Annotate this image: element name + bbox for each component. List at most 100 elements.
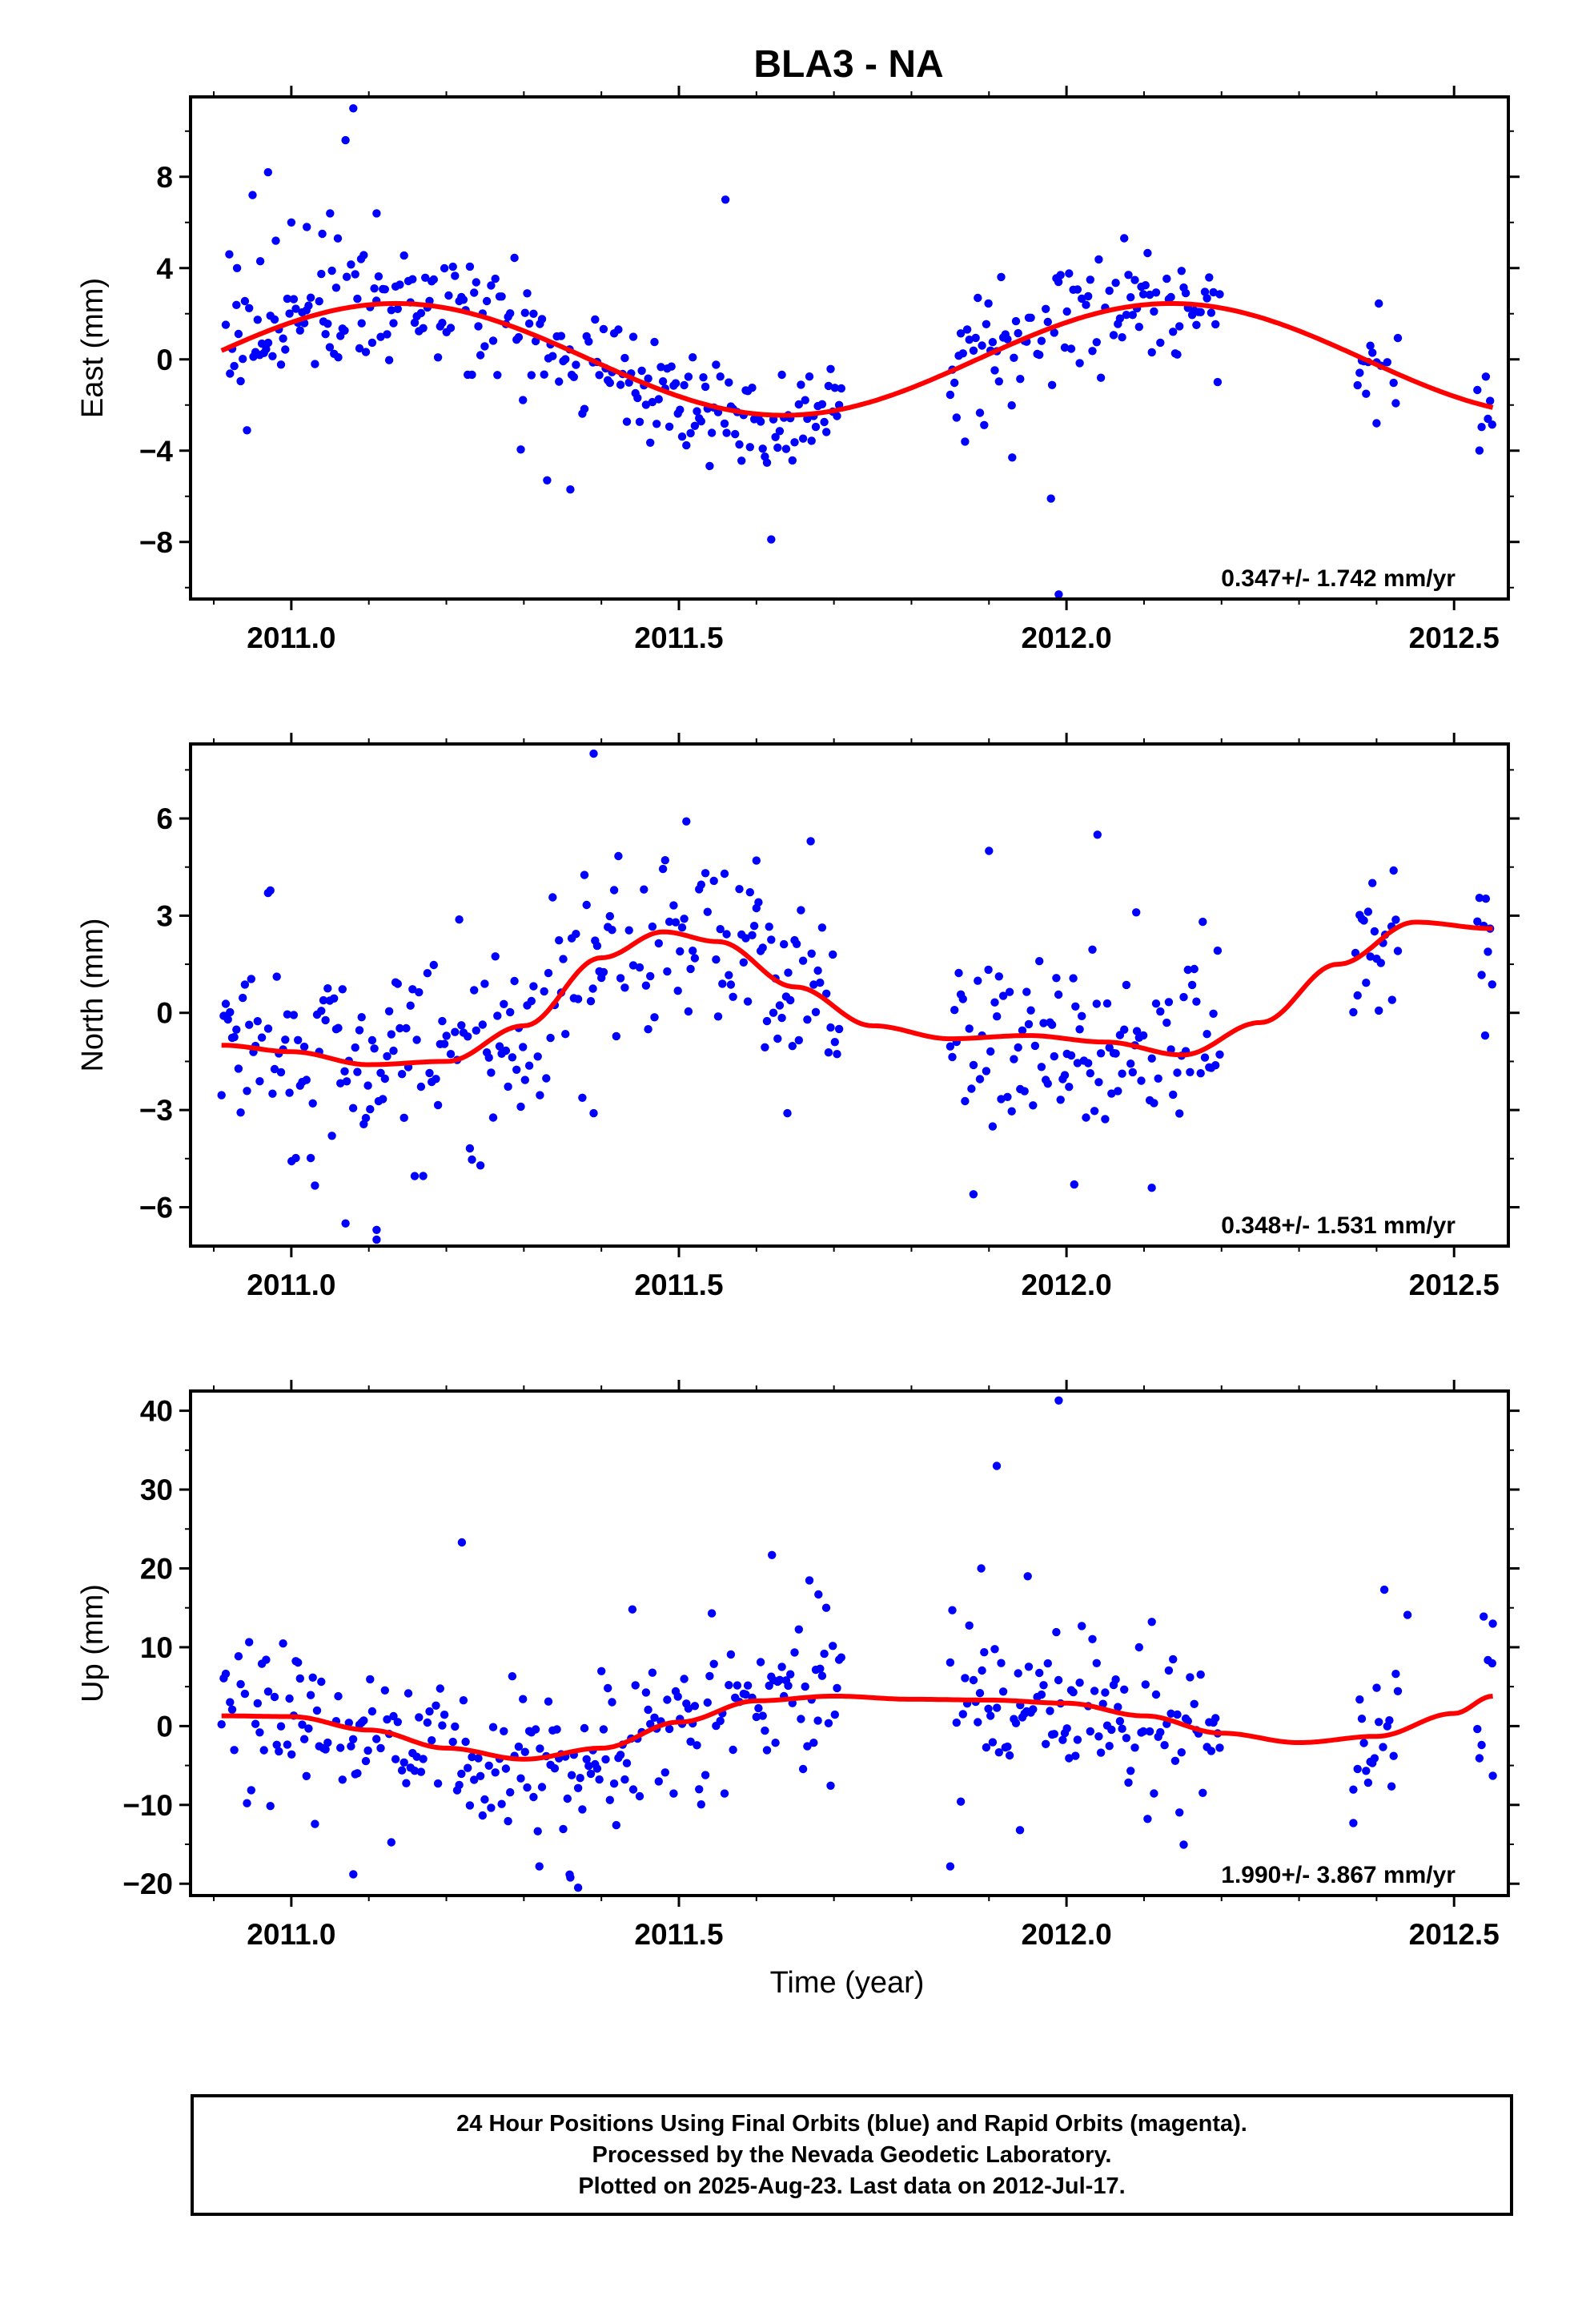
data-point xyxy=(1070,1180,1079,1189)
data-point xyxy=(240,1689,250,1699)
data-point xyxy=(400,1758,408,1767)
data-point xyxy=(524,319,534,328)
data-point xyxy=(230,1032,239,1042)
data-point xyxy=(752,856,761,865)
data-point xyxy=(263,1687,273,1696)
data-point xyxy=(677,432,687,441)
data-point xyxy=(762,1016,772,1026)
data-point xyxy=(765,923,773,931)
data-point xyxy=(1477,423,1486,432)
data-point xyxy=(1156,1007,1165,1016)
data-point xyxy=(356,255,366,263)
data-point xyxy=(429,275,438,284)
data-point xyxy=(248,191,257,199)
data-point xyxy=(527,996,536,1006)
data-point xyxy=(455,1780,464,1790)
data-point xyxy=(387,306,396,315)
model-curve xyxy=(220,300,1494,418)
data-point xyxy=(287,1750,296,1759)
data-point xyxy=(393,979,402,988)
data-point xyxy=(1368,879,1377,887)
data-point xyxy=(1054,1396,1063,1405)
data-point xyxy=(1363,907,1373,916)
data-point xyxy=(1111,1049,1120,1058)
data-point xyxy=(707,428,717,437)
data-point xyxy=(349,104,358,113)
data-point xyxy=(712,955,721,964)
data-point xyxy=(1126,293,1135,302)
data-point xyxy=(1114,1703,1122,1711)
data-point xyxy=(761,1043,769,1052)
data-point xyxy=(1175,1808,1184,1817)
data-point xyxy=(1090,1687,1099,1695)
data-point xyxy=(470,1775,479,1784)
data-point xyxy=(440,1711,449,1719)
data-point xyxy=(1037,336,1046,345)
data-point xyxy=(1005,1751,1014,1760)
data-point xyxy=(442,1031,451,1040)
data-point xyxy=(1134,1642,1144,1652)
data-point xyxy=(351,1043,359,1052)
data-point xyxy=(1376,959,1386,967)
data-point xyxy=(295,1674,304,1683)
data-point xyxy=(773,443,782,452)
data-point xyxy=(482,296,492,306)
data-point xyxy=(777,370,786,380)
data-point xyxy=(1118,1069,1126,1078)
data-point xyxy=(650,1013,659,1022)
data-point xyxy=(1069,974,1078,983)
data-point xyxy=(701,382,710,392)
data-point xyxy=(1375,1006,1383,1015)
data-point xyxy=(1379,1743,1387,1751)
data-point xyxy=(1124,1778,1133,1787)
data-point xyxy=(236,1679,245,1689)
data-point xyxy=(387,1030,396,1039)
data-point xyxy=(347,1742,355,1751)
data-point xyxy=(480,979,489,988)
data-point xyxy=(270,1692,279,1702)
data-point xyxy=(1215,1743,1224,1752)
data-point xyxy=(816,978,825,987)
data-point xyxy=(317,269,326,279)
data-point xyxy=(457,1769,466,1779)
data-point xyxy=(1362,389,1371,398)
data-point xyxy=(1169,1655,1178,1664)
data-point xyxy=(689,947,697,955)
data-point xyxy=(1186,1673,1195,1682)
data-point xyxy=(516,445,525,454)
data-point xyxy=(1082,1113,1090,1122)
data-point xyxy=(367,338,377,348)
data-point xyxy=(491,1768,500,1777)
data-point xyxy=(805,1576,814,1585)
data-point xyxy=(1120,234,1129,243)
data-point xyxy=(1042,1739,1050,1748)
data-point xyxy=(363,1081,372,1090)
data-point xyxy=(344,1719,353,1727)
data-point xyxy=(729,1745,737,1755)
data-point xyxy=(573,1783,583,1792)
data-point xyxy=(520,1747,529,1756)
data-point xyxy=(327,266,336,275)
data-point xyxy=(1065,269,1074,278)
data-point xyxy=(695,1785,704,1794)
data-point xyxy=(348,1104,358,1112)
data-point xyxy=(1082,300,1090,309)
data-point xyxy=(497,1799,506,1808)
data-point xyxy=(406,1001,415,1010)
data-point xyxy=(527,371,536,380)
data-point xyxy=(1357,1715,1367,1723)
data-point xyxy=(998,991,1008,1000)
y-axis-label: North (mm) xyxy=(76,918,110,1072)
data-point xyxy=(1389,866,1398,875)
data-point xyxy=(830,1710,840,1719)
data-point xyxy=(1078,294,1086,304)
data-point xyxy=(725,1681,733,1690)
data-point xyxy=(563,1794,572,1803)
data-point xyxy=(646,1719,655,1728)
data-point xyxy=(455,915,464,924)
data-point xyxy=(967,1084,976,1093)
data-point xyxy=(648,397,657,407)
data-point xyxy=(614,851,623,861)
data-point xyxy=(348,1735,358,1743)
data-point xyxy=(1488,1659,1497,1668)
